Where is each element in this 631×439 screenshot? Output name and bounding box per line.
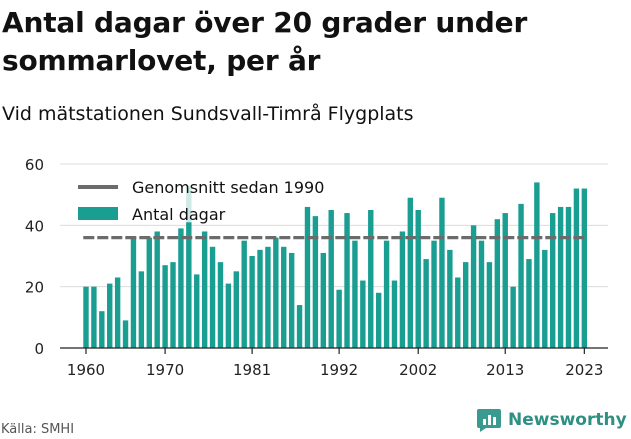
bar <box>273 237 279 348</box>
y-tick-label: 60 <box>25 156 44 174</box>
bar <box>557 206 564 348</box>
bar <box>194 274 200 348</box>
legend: Genomsnitt sedan 1990 Antal dagar <box>78 178 324 224</box>
bar <box>154 231 160 348</box>
bar <box>518 203 524 348</box>
y-tick-label: 40 <box>25 217 44 235</box>
x-tick-label: 2023 <box>565 361 603 379</box>
bar <box>447 249 453 348</box>
bar <box>368 210 374 348</box>
bar <box>225 283 232 348</box>
bar <box>462 262 469 348</box>
axes: 0 20 40 60 1960 1970 1981 1992 2002 2013 2023 <box>25 156 608 379</box>
bar <box>99 311 105 348</box>
bar <box>415 210 421 348</box>
bar <box>470 225 477 348</box>
bar <box>534 182 540 348</box>
bar <box>296 305 303 348</box>
bar <box>431 240 437 348</box>
bar <box>455 277 461 348</box>
bar <box>257 249 263 348</box>
bar <box>265 246 271 348</box>
bar-highlight-segment <box>186 185 192 223</box>
bar <box>581 188 588 348</box>
bar <box>91 286 97 348</box>
bar <box>549 213 556 348</box>
bar <box>344 213 350 348</box>
bar-chart: 0 20 40 60 1960 1970 1981 1992 2002 2013 2023 Geno… <box>25 156 608 379</box>
x-tick-label: 2013 <box>486 361 524 379</box>
y-tick-label: 20 <box>25 279 44 297</box>
bar <box>170 262 176 348</box>
bar <box>122 320 129 348</box>
bar <box>375 292 382 348</box>
bar <box>352 240 358 348</box>
bar <box>573 188 580 348</box>
bar <box>486 262 493 348</box>
bar-series <box>83 182 588 348</box>
chart-subtitle: Vid mätstationen Sundsvall-Timrå Flygpla… <box>2 103 414 125</box>
bar <box>360 280 366 348</box>
bar <box>312 216 319 348</box>
x-tick-label: 1960 <box>67 361 105 379</box>
bar <box>391 280 398 348</box>
bar <box>423 259 429 348</box>
bar <box>130 237 137 348</box>
bar <box>241 240 247 348</box>
bar <box>320 252 326 348</box>
bar <box>336 289 342 348</box>
bar <box>201 231 208 348</box>
bar <box>502 213 508 348</box>
bar <box>281 246 287 348</box>
bar <box>304 206 311 348</box>
bar <box>162 265 168 348</box>
bar <box>383 240 390 348</box>
x-tick-label: 1970 <box>146 361 184 379</box>
bar <box>407 197 414 348</box>
bar <box>542 249 548 348</box>
brand-name: Newsworthy <box>508 410 627 430</box>
legend-average-label: Genomsnitt sedan 1990 <box>132 178 324 197</box>
bar <box>494 219 501 348</box>
bar <box>146 237 152 348</box>
y-tick-label: 0 <box>34 340 44 358</box>
bar <box>114 277 121 348</box>
bar <box>510 286 516 348</box>
newsworthy-logo[interactable]: Newsworthy <box>476 407 627 433</box>
bar <box>217 262 224 348</box>
bar <box>526 259 532 348</box>
bar <box>209 246 216 348</box>
x-tick-label: 1992 <box>320 361 358 379</box>
bar <box>565 206 572 348</box>
bar <box>138 271 145 348</box>
bar <box>186 222 192 348</box>
source-note: Källa: SMHI <box>1 422 75 437</box>
bar <box>328 210 334 348</box>
bar <box>83 286 89 348</box>
bar <box>399 231 406 348</box>
legend-bars-label: Antal dagar <box>132 205 226 224</box>
x-tick-label: 2002 <box>399 361 437 379</box>
bar <box>107 283 113 348</box>
bar <box>478 240 485 348</box>
bar <box>288 252 295 348</box>
bar <box>178 228 184 348</box>
newsworthy-logo-icon <box>477 409 501 432</box>
bar <box>249 256 255 348</box>
bar <box>439 197 445 348</box>
chart-title: Antal dagar över 20 grader under sommarl… <box>2 6 528 77</box>
legend-bars-swatch <box>78 207 118 220</box>
bar <box>233 271 239 348</box>
x-tick-label: 1981 <box>233 361 271 379</box>
